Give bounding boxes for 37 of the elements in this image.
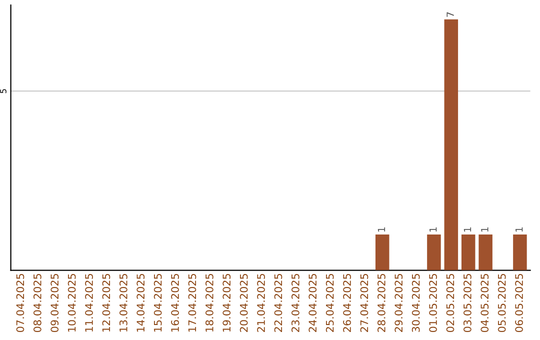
data-label: 1 [430,227,437,232]
x-tick-label: 05.05.2025 [498,274,506,332]
x-tick-label: 30.04.2025 [412,274,420,332]
data-label: 1 [481,227,488,232]
x-tick-label: 23.04.2025 [291,274,300,332]
x-tick-label: 17.04.2025 [188,274,196,332]
x-tick-label: 29.04.2025 [394,274,403,332]
x-tick-label: 11.04.2025 [85,274,93,332]
x-tick-label: 27.04.2025 [360,274,368,332]
x-tick-label: 04.05.2025 [480,274,489,332]
y-tick-label: 5 [0,89,6,94]
x-tick-label: 01.05.2025 [429,274,437,332]
x-tick-label: 26.04.2025 [343,274,351,332]
x-tick-label: 12.04.2025 [102,274,110,332]
data-label: 1 [378,227,386,232]
x-tick-label: 09.04.2025 [50,274,59,332]
x-tick-label: 16.04.2025 [171,274,179,332]
x-tick-label: 14.04.2025 [136,274,145,332]
x-tick-label: 06.05.2025 [515,274,523,332]
x-tick-label: 24.04.2025 [308,274,317,332]
x-tick-label: 10.04.2025 [68,274,76,332]
x-tick-label: 20.04.2025 [240,274,248,332]
x-tick-label: 03.05.2025 [464,274,472,332]
x-tick-label: 25.04.2025 [326,274,334,332]
data-label: 1 [516,227,523,232]
x-tick-label: 02.05.2025 [446,274,454,332]
data-label: 7 [446,12,454,17]
x-tick-label: 22.04.2025 [274,274,282,332]
x-tick-label: 13.04.2025 [119,274,128,332]
data-label: 1 [464,227,472,232]
x-tick-label: 07.04.2025 [16,274,24,332]
x-tick-label: 28.04.2025 [377,274,386,332]
x-tick-label: 21.04.2025 [257,274,265,332]
x-tick-label: 15.04.2025 [154,274,162,332]
x-tick-label: 18.04.2025 [205,274,214,332]
x-tick-label: 08.04.2025 [33,274,42,332]
x-tick-label: 19.04.2025 [222,274,231,332]
